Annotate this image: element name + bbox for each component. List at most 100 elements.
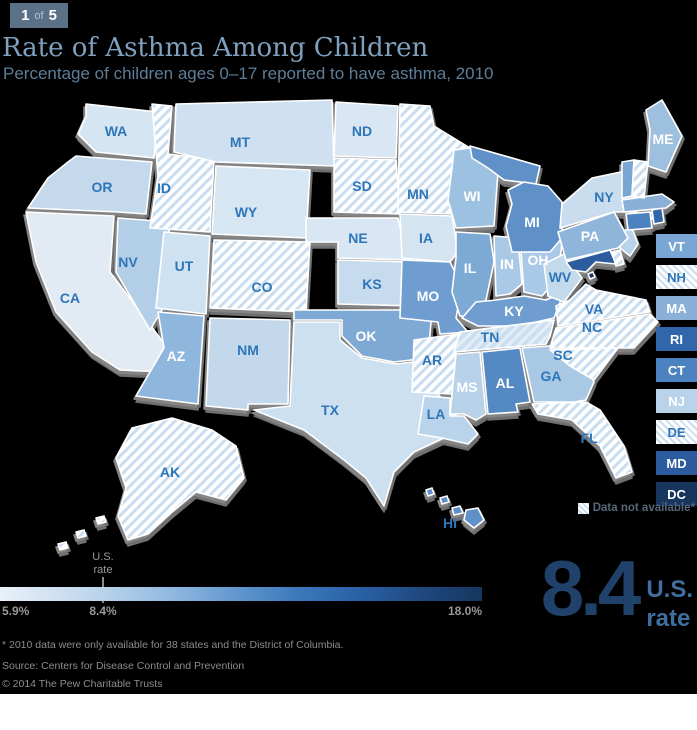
state-AZ[interactable] <box>135 311 205 405</box>
page-subtitle: Percentage of children ages 0–17 reporte… <box>3 64 494 83</box>
state-chip-DC[interactable]: DC <box>656 482 697 506</box>
state-label-MI: MI <box>524 214 540 230</box>
state-NC[interactable] <box>549 313 659 349</box>
state-label-NC: NC <box>582 319 602 335</box>
state-label-FL: FL <box>580 430 598 446</box>
slide-indicator-badge[interactable]: 1 of 5 <box>10 3 68 28</box>
state-IA[interactable] <box>399 213 459 263</box>
slide-of-label: of <box>34 9 44 22</box>
state-FL[interactable] <box>531 401 633 479</box>
state-label-WV: WV <box>549 269 572 285</box>
slide-current: 1 <box>21 7 30 24</box>
state-label-MT: MT <box>230 134 251 150</box>
state-CT[interactable] <box>625 211 653 231</box>
state-HI[interactable] <box>425 487 435 497</box>
big-stat-caption: U.S. rate <box>646 576 693 633</box>
state-label-ME: ME <box>653 131 674 147</box>
state-label-GA: GA <box>541 368 562 384</box>
state-label-TX: TX <box>321 402 340 418</box>
footnote-asterisk: * 2010 data were only available for 38 s… <box>2 639 344 651</box>
state-chip-DE[interactable]: DE <box>656 420 697 444</box>
state-CA[interactable] <box>25 211 167 373</box>
state-DE[interactable] <box>611 249 625 267</box>
state-HI[interactable] <box>463 507 485 529</box>
state-label-IA: IA <box>419 230 433 246</box>
state-NM[interactable] <box>205 317 291 411</box>
state-chip-MD[interactable]: MD <box>656 451 697 475</box>
scale-us-label: 8.4% <box>89 604 117 618</box>
state-label-TN: TN <box>481 329 500 345</box>
state-ND[interactable] <box>333 101 399 159</box>
footnote-source: Source: Centers for Disease Control and … <box>2 660 245 672</box>
state-label-OH: OH <box>528 252 549 268</box>
state-CO[interactable] <box>209 239 311 313</box>
state-AK[interactable] <box>95 515 107 525</box>
state-label-WA: WA <box>105 123 128 139</box>
state-VA[interactable] <box>555 283 651 327</box>
state-label-AK: AK <box>160 464 180 480</box>
state-label-SD: SD <box>352 178 371 194</box>
state-chip-NJ[interactable]: NJ <box>656 389 697 413</box>
state-label-WI: WI <box>463 188 480 204</box>
state-AK[interactable] <box>115 417 245 541</box>
scale-min-label: 5.9% <box>2 604 30 618</box>
state-label-ND: ND <box>352 123 372 139</box>
scale-max-label: 18.0% <box>447 604 482 618</box>
state-chip-MA[interactable]: MA <box>656 296 697 320</box>
state-UT[interactable] <box>155 231 211 315</box>
page-title: Rate of Asthma Among Children <box>2 33 429 63</box>
state-chip-RI[interactable]: RI <box>656 327 697 351</box>
state-MT[interactable] <box>173 99 335 167</box>
state-label-SC: SC <box>553 347 572 363</box>
state-AL[interactable] <box>481 347 531 415</box>
state-LA[interactable] <box>417 395 479 445</box>
state-label-OK: OK <box>356 328 377 344</box>
state-OK[interactable] <box>293 309 433 363</box>
data-not-available-label: Data not available* <box>592 502 695 514</box>
state-chip-NH[interactable]: NH <box>656 265 697 289</box>
state-NE[interactable] <box>305 217 411 261</box>
state-HI[interactable] <box>439 495 450 505</box>
state-label-AR: AR <box>422 352 442 368</box>
slide-total: 5 <box>48 7 57 24</box>
state-MI[interactable] <box>505 181 563 253</box>
state-AK[interactable] <box>75 529 87 539</box>
state-TX[interactable] <box>253 321 459 507</box>
state-label-MS: MS <box>457 379 478 395</box>
state-label-HI: HI <box>443 515 457 531</box>
big-stat-value: 8.4 <box>540 544 641 632</box>
state-label-NY: NY <box>594 189 614 205</box>
state-RI[interactable] <box>651 207 665 225</box>
state-label-OR: OR <box>92 179 113 195</box>
state-chip-CT[interactable]: CT <box>656 358 697 382</box>
state-HI[interactable] <box>451 505 464 516</box>
state-MS[interactable] <box>449 351 487 421</box>
state-label-UT: UT <box>175 258 194 274</box>
state-label-WY: WY <box>235 204 258 220</box>
big-stat: 8.4 U.S. rate <box>541 549 693 634</box>
state-NH[interactable] <box>631 159 649 199</box>
state-OR[interactable] <box>27 155 153 215</box>
state-MI[interactable] <box>469 145 541 185</box>
state-label-MO: MO <box>417 288 440 304</box>
state-ID[interactable] <box>149 103 215 233</box>
footer-spacer <box>0 694 697 730</box>
state-label-CO: CO <box>252 279 273 295</box>
state-MA[interactable] <box>621 193 675 213</box>
color-scale-bar <box>0 587 482 601</box>
state-AK[interactable] <box>57 541 69 551</box>
state-WY[interactable] <box>211 165 311 239</box>
state-label-ID: ID <box>157 180 171 196</box>
state-label-KY: KY <box>504 303 524 319</box>
state-label-AZ: AZ <box>167 348 186 364</box>
footnote-copyright: © 2014 The Pew Charitable Trusts <box>2 678 163 690</box>
state-label-NE: NE <box>348 230 367 246</box>
state-label-IL: IL <box>464 260 477 276</box>
state-DC[interactable] <box>587 271 596 280</box>
state-chip-VT[interactable]: VT <box>656 234 697 258</box>
state-label-NV: NV <box>118 254 138 270</box>
state-label-KS: KS <box>362 276 381 292</box>
state-ME[interactable] <box>645 99 683 173</box>
